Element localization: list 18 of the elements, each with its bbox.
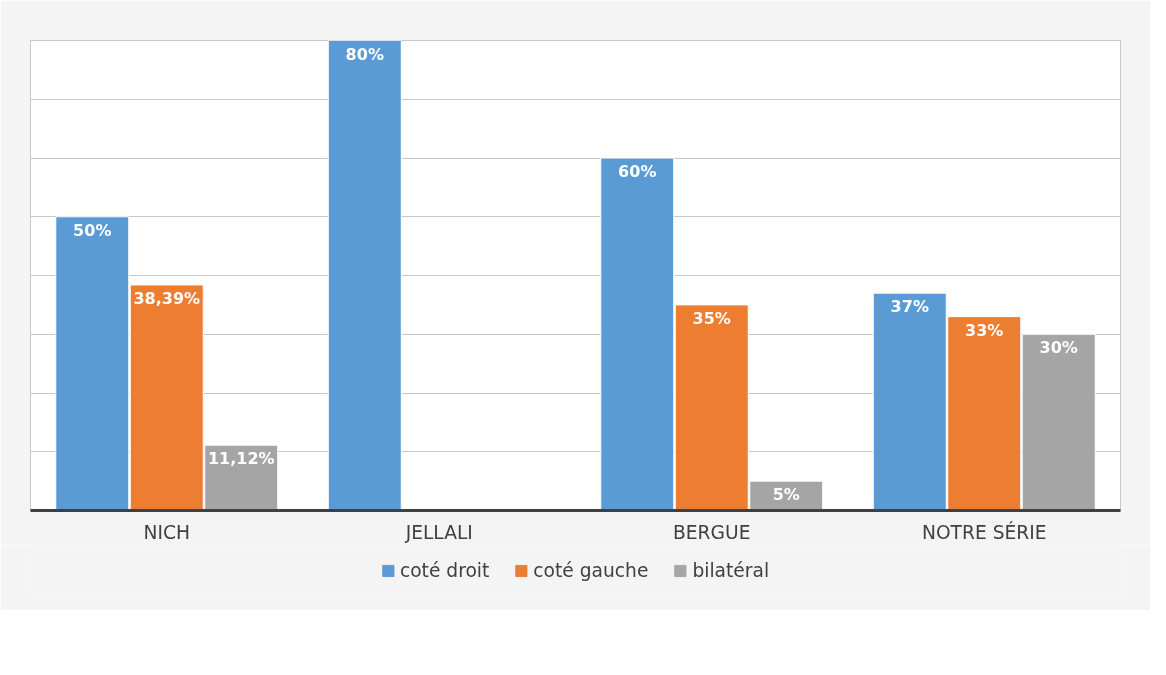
data-label: 35%: [692, 308, 731, 328]
x-tick-label: BERGUE: [673, 521, 751, 543]
x-tick-label: NICH: [143, 521, 191, 543]
bar: [327, 40, 402, 511]
data-label: 38,39%: [133, 288, 201, 308]
data-label: 50%: [73, 220, 112, 240]
legend-label: coté droit: [399, 559, 490, 581]
x-tick-label: JELLALI: [404, 521, 473, 543]
data-label: 37%: [890, 297, 929, 317]
data-label: 80%: [345, 44, 384, 64]
data-label: 60%: [618, 162, 657, 181]
data-label: 30%: [1039, 338, 1078, 358]
legend-label: bilatéral: [692, 559, 770, 581]
data-label: 11,12%: [207, 449, 275, 469]
data-label: 33%: [965, 320, 1004, 340]
legend-label: coté gauche: [533, 559, 649, 581]
x-tick-label: NOTRE SÉRIE: [921, 520, 1047, 543]
data-label: 5%: [772, 485, 800, 505]
